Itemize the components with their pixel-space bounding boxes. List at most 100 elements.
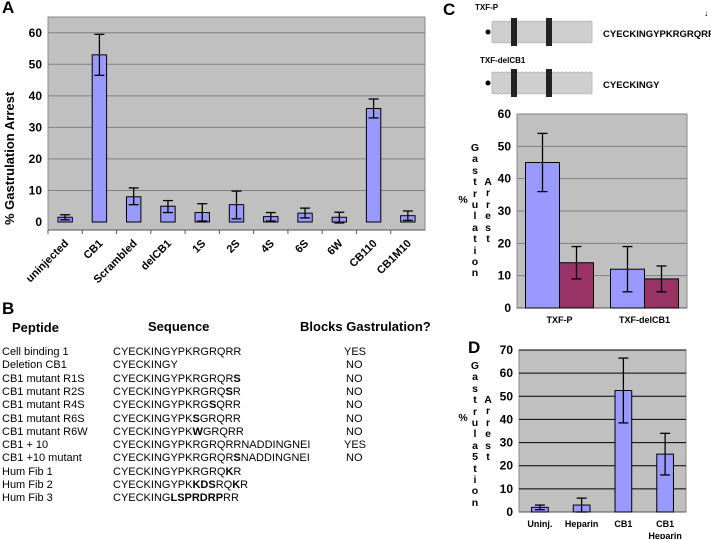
x-tick-label: 2S bbox=[225, 238, 243, 256]
y-tick-label: 50 bbox=[29, 57, 43, 71]
x-tick-label: TXF-delCB1 bbox=[619, 315, 670, 325]
domain-bar bbox=[511, 69, 517, 97]
table-header-peptide: Peptide bbox=[12, 320, 59, 335]
x-tick-label: Uninj. bbox=[527, 519, 552, 529]
sequence-segment: CYECKINGYPKRGRQ bbox=[113, 385, 226, 398]
table-cell-peptide: CB1 mutant R2S bbox=[2, 385, 85, 398]
sequence-segment: RQ bbox=[215, 479, 233, 491]
table-cell-sequence: CYECKINGYPKRGRQSR bbox=[113, 386, 241, 398]
x-tick-label: TXF-P bbox=[547, 315, 573, 325]
panel-label-d: D bbox=[468, 338, 481, 357]
table-cell-sequence: CYECKINGYPKRGRQRS bbox=[113, 373, 241, 385]
y-tick-label: 30 bbox=[29, 120, 43, 134]
table-cell-blocks: YES bbox=[344, 439, 367, 452]
y-tick-label: 60 bbox=[500, 366, 514, 380]
y-tick-label: 0 bbox=[506, 505, 513, 519]
x-tick-label: uninjected bbox=[24, 238, 71, 285]
x-tick-label: 4S bbox=[259, 238, 277, 256]
sequence-segment: CYECKINGYPKRGRQR bbox=[113, 452, 234, 465]
table-cell-sequence: CYECKINGYPKKDSRQKR bbox=[113, 479, 248, 491]
construct-name-txf-delcb1: TXF-delCB1 bbox=[480, 56, 526, 65]
table-cell-blocks: YES bbox=[344, 346, 367, 358]
sequence-segment: R bbox=[240, 479, 249, 491]
table-cell-sequence: CYECKINGYPKRGSQRR bbox=[113, 399, 241, 411]
sequence-segment: NADDINGNEI bbox=[240, 452, 310, 465]
y-tick-label: 10 bbox=[500, 482, 514, 496]
sequence-segment: CYECKINGYPK bbox=[113, 412, 193, 425]
sequence-segment: RR bbox=[223, 492, 239, 505]
x-tick-label: 6S bbox=[293, 238, 311, 256]
y-tick-label: 20 bbox=[29, 152, 43, 166]
mutated-residues: KDS bbox=[192, 479, 216, 491]
panel-c-ylabel-percent: % bbox=[458, 194, 468, 206]
x-tick-label: CB1 bbox=[656, 519, 674, 529]
mutated-residues: S bbox=[208, 399, 217, 412]
chart-c: 0 10 20 30 40 50 60 TXF-P TXF-delCB1 bbox=[498, 107, 688, 325]
y-tick-label: 10 bbox=[29, 183, 43, 197]
mutated-residues: LSPRDRP bbox=[170, 492, 224, 505]
table-cell-peptide: Cell binding 1 bbox=[2, 346, 69, 358]
table-cell-peptide: CB1 mutant R4S bbox=[2, 399, 85, 412]
panel-d-ylabel-word2: A r r e s t bbox=[484, 394, 492, 464]
y-tick-label: 40 bbox=[500, 412, 514, 426]
y-tick-label: 20 bbox=[500, 459, 514, 473]
y-tick-label: 50 bbox=[500, 389, 514, 403]
panel-c-ylabel-word1: G a s t r u l a t i o n bbox=[470, 142, 480, 280]
table-cell-peptide: CB1 mutant R6W bbox=[2, 425, 88, 438]
table-cell-sequence: CYECKINGYPKRGRQRSNADDINGNEI bbox=[113, 452, 310, 464]
y-tick-label: 60 bbox=[498, 107, 512, 121]
table-cell-blocks: NO bbox=[346, 372, 363, 385]
x-tick-label: 6W bbox=[325, 237, 346, 258]
mutated-residues: S bbox=[233, 452, 241, 465]
mutated-residues: S bbox=[225, 385, 233, 398]
mutated-residues: S bbox=[192, 412, 200, 425]
table-cell-sequence: CYECKINGYPKRGRQRRNADDINGNEI bbox=[113, 439, 310, 451]
y-tick-label: 0 bbox=[35, 215, 42, 229]
table-header-sequence: Sequence bbox=[148, 319, 210, 334]
panel-d-ylabel-percent: % bbox=[458, 412, 468, 424]
y-tick-label: 60 bbox=[29, 26, 43, 40]
table-cell-blocks: NO bbox=[346, 399, 363, 412]
y-tick-label: 0 bbox=[504, 301, 511, 315]
panel-label-b: B bbox=[2, 299, 15, 318]
sequence-segment: CYECKINGYPK bbox=[113, 425, 193, 438]
sequence-segment: CYECKING bbox=[113, 492, 171, 505]
panel-label-c: C bbox=[443, 0, 456, 19]
table-cell-blocks: NO bbox=[346, 425, 363, 438]
construct-diagram bbox=[485, 18, 593, 46]
x-tick-label: CB1 bbox=[614, 519, 632, 529]
sequence-segment: CYECKINGYPKRGRQRRNADDINGNEI bbox=[113, 439, 311, 452]
x-tick-label: 1S bbox=[190, 238, 208, 256]
mutated-residues: K bbox=[232, 479, 241, 491]
sequence-segment: GRQRR bbox=[202, 425, 244, 438]
table-cell-peptide: CB1 +10 mutant bbox=[2, 452, 82, 465]
sequence-segment: CYECKINGY bbox=[113, 359, 178, 372]
x-tick-label: CB1M10 bbox=[375, 238, 414, 277]
x-tick-label: delCB1 bbox=[139, 238, 174, 273]
y-tick-label: 30 bbox=[500, 436, 514, 450]
table-cell-sequence: CYECKINGLSPRDRPRR bbox=[113, 492, 239, 504]
table-cell-peptide: CB1 mutant R6S bbox=[2, 412, 85, 425]
table-cell-blocks: NO bbox=[346, 412, 363, 425]
y-tick-label: 10 bbox=[498, 269, 512, 283]
table-cell-sequence: CYECKINGYPKRGRQKR bbox=[113, 466, 241, 478]
table-cell-blocks: NO bbox=[346, 452, 363, 465]
y-tick-label: 50 bbox=[498, 139, 512, 153]
sequence-segment: CYECKINGYPK bbox=[113, 479, 193, 491]
table-cell-sequence: CYECKINGYPKSGRQRR bbox=[113, 413, 241, 425]
construct-seq-txf-p: CYECKINGYPKRGRQRR bbox=[603, 29, 711, 40]
y-tick-label: 40 bbox=[29, 89, 43, 103]
table-cell-peptide: Hum Fib 2 bbox=[2, 479, 53, 491]
table-cell-sequence: CYECKINGYPKWGRQRR bbox=[113, 426, 244, 438]
y-tick-label: 40 bbox=[498, 172, 512, 186]
table-cell-sequence: CYECKINGY bbox=[113, 359, 178, 371]
cleavage-arrow-icon: ↓ bbox=[704, 8, 709, 18]
sequence-segment: CYECKINGYPKRGRQ bbox=[113, 465, 226, 478]
n-terminus-dot-icon bbox=[485, 80, 491, 86]
y-tick-label: 70 bbox=[500, 343, 514, 357]
fibronectin-repeats bbox=[491, 20, 593, 44]
sequence-segment: CYECKINGYPKRG bbox=[113, 399, 209, 412]
mutated-residues: S bbox=[233, 372, 241, 385]
table-cell-peptide: Hum Fib 1 bbox=[2, 465, 53, 478]
